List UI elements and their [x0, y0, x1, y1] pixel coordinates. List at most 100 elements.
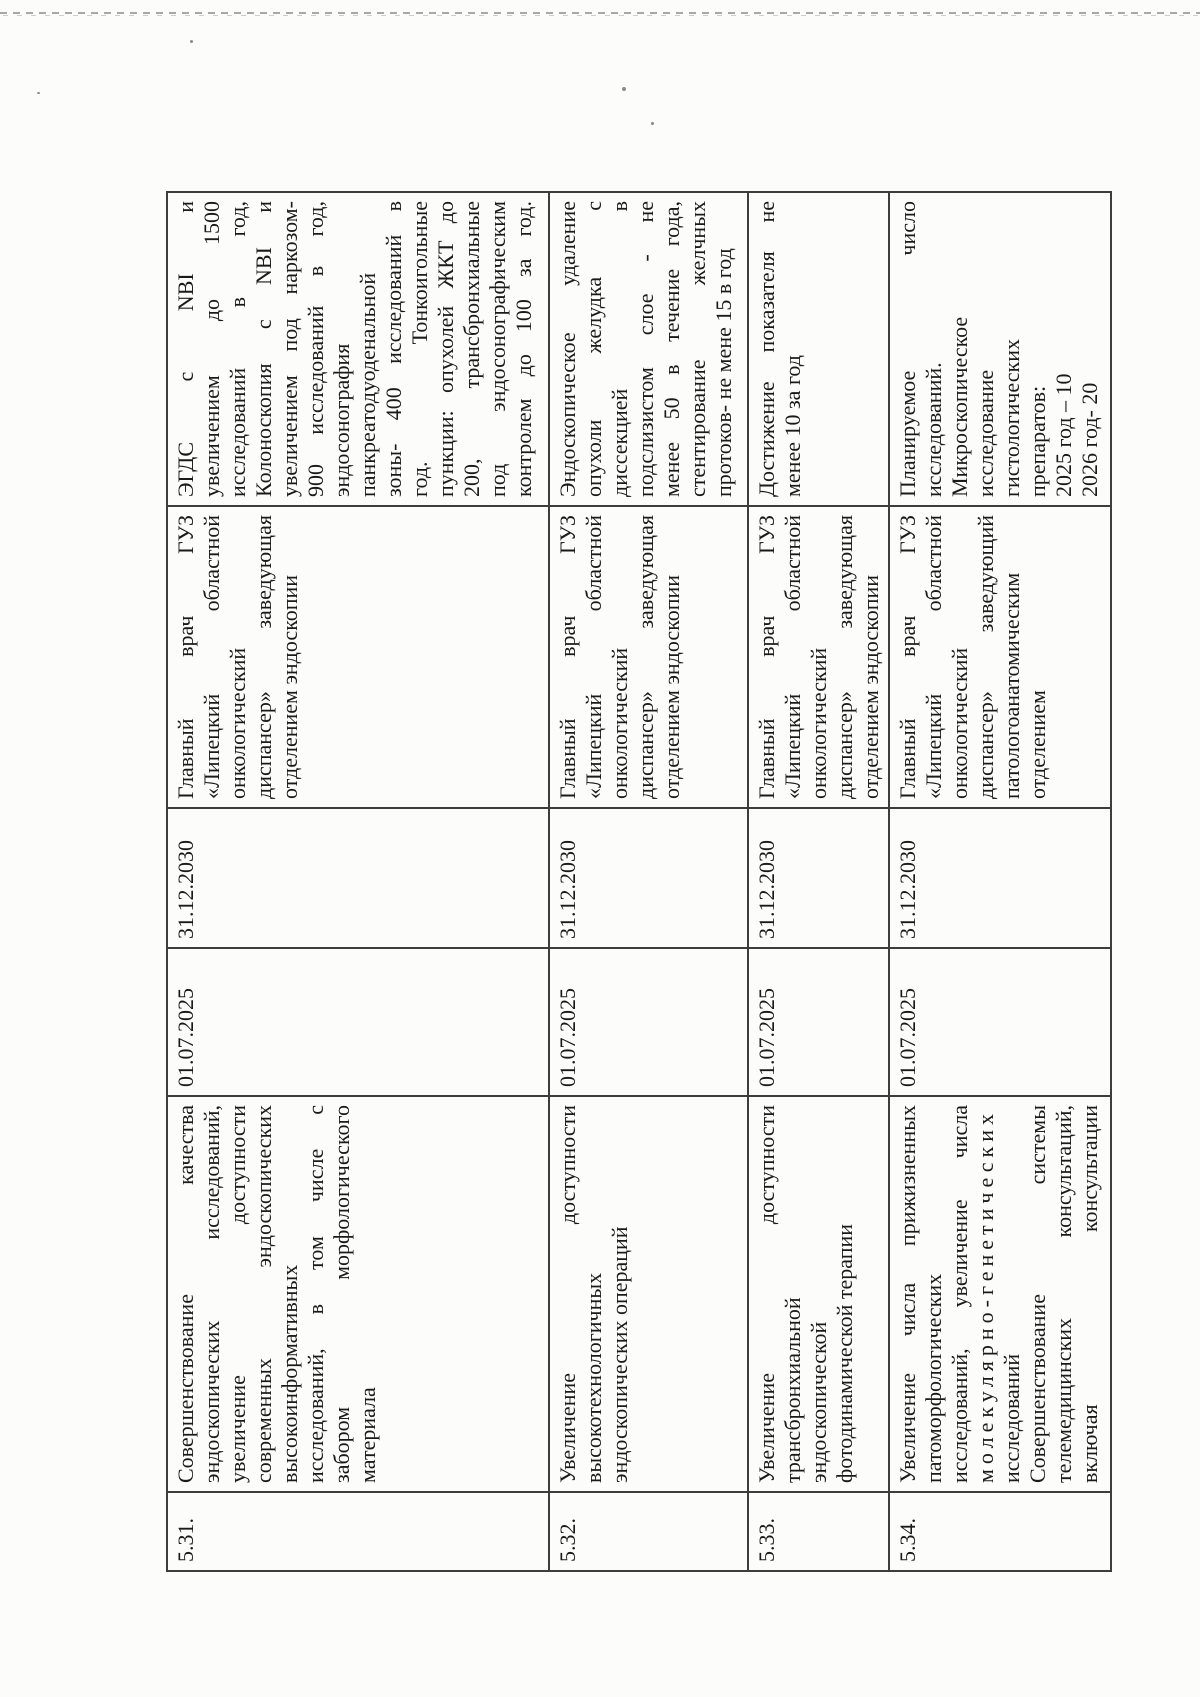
scan-artifact-dashed-line-2: [3, 15, 1200, 16]
responsible-cell: Главный врач ГУЗ «Липецкий областной онкол…: [167, 506, 549, 808]
text-line: «Липецкий областной: [780, 515, 805, 799]
scan-artifact-dashed-line: [0, 12, 1200, 14]
text-line: 200, трансбронхиальные: [459, 201, 484, 497]
responsible-cell: Главный врач ГУЗ «Липецкий областной онкол…: [889, 506, 1111, 808]
text-line: 2025 год – 10: [1051, 373, 1076, 497]
text-line: исследований, увеличение числа: [947, 1105, 972, 1483]
expected-result-cell: Планируемое число исследований. Микроскопи…: [889, 192, 1111, 506]
activity-cell: Совершенствование качества эндоскопически…: [167, 1096, 549, 1492]
start-date-cell: 01.07.2025: [748, 948, 889, 1096]
text-line: высокотехнологичных: [581, 1272, 606, 1483]
activity-cell: Увеличение доступности трансбронхиальной э…: [748, 1096, 889, 1492]
text-line: онкологический: [225, 647, 250, 799]
text-line: опухоли желудка с: [581, 201, 606, 497]
text-line: диспансер» заведующая: [633, 515, 658, 799]
text-line: Колоноскопия с NBI и: [251, 201, 276, 497]
text-line: отделением: [1025, 690, 1050, 799]
row-number-cell: 5.32.: [549, 1492, 748, 1571]
text-line: «Липецкий областной: [921, 515, 946, 799]
text-line: год. Тонкоигольные: [407, 201, 432, 497]
text-line: подслизистом слое - не: [633, 201, 658, 497]
text-line: пункции: опухолей ЖКТ до: [433, 201, 458, 497]
text-line: протоков- не мене 15 в год: [711, 248, 736, 497]
text-line: отделением эндоскопии: [659, 574, 684, 799]
activity-cell: Увеличение числа прижизненных патоморфоло…: [889, 1096, 1111, 1492]
scan-speck: [37, 92, 40, 94]
text-line: стентирование желчных: [685, 201, 710, 497]
text-line: Главный врач ГУЗ: [895, 515, 920, 799]
text-line: менее 10 за год: [780, 355, 805, 497]
text-line: патоморфологических: [921, 1273, 946, 1483]
table-row-5-33: 5.33. Увеличение доступности трансбронхиа…: [748, 192, 889, 1571]
start-date-cell: 01.07.2025: [167, 948, 549, 1096]
text-line: исследований: [999, 1353, 1024, 1483]
text-line: онкологический: [947, 647, 972, 799]
text-line: трансбронхиальной: [780, 1297, 805, 1483]
text-line: включая консультации: [1077, 1105, 1102, 1483]
text-line: диспансер» заведующий: [973, 515, 998, 799]
text-line: под эндосонографическим: [485, 201, 510, 497]
scan-speck: [190, 40, 193, 43]
text-line: молекулярно-генетических: [973, 1108, 998, 1483]
text-line: Совершенствование системы: [1025, 1105, 1050, 1483]
scan-speck: [651, 122, 654, 125]
text-line: «Липецкий областной: [199, 515, 224, 799]
text-line: диссекцией в: [607, 201, 632, 497]
text-line: эндоскопической: [806, 1321, 831, 1483]
end-date-cell: 31.12.2030: [748, 808, 889, 948]
text-line: панкреатодуоденальной: [355, 272, 380, 497]
table-row-5-31: 5.31. Совершенствование качества эндоскоп…: [167, 192, 549, 1571]
text-line: исследований.: [921, 362, 946, 497]
text-line: Увеличение доступности: [555, 1105, 580, 1483]
text-line: диспансер» заведующая: [832, 515, 857, 799]
text-line: высокоинформативных: [277, 1264, 302, 1483]
row-number-cell: 5.31.: [167, 1492, 549, 1571]
text-line: патологоанатомическим: [999, 572, 1024, 799]
text-line: онкологический: [607, 647, 632, 799]
text-line: Совершенствование качества: [173, 1105, 198, 1483]
text-line: увеличением до 1500: [199, 201, 224, 497]
end-date-cell: 31.12.2030: [549, 808, 748, 948]
expected-result-cell: ЭГДС с NBI и увеличением до 1500 исследова…: [167, 192, 549, 506]
text-line: исследование: [973, 369, 998, 497]
text-line: увеличение доступности: [225, 1105, 250, 1483]
text-line: гистологических: [999, 339, 1024, 497]
text-line: 900 исследований в год,: [303, 201, 328, 497]
text-line: препаратов:: [1025, 385, 1050, 497]
scan-speck: [622, 87, 626, 91]
end-date-cell: 31.12.2030: [889, 808, 1111, 948]
table-row-5-32: 5.32. Увеличение доступности высокотехнол…: [549, 192, 748, 1571]
text-line: исследований, в том числе с: [303, 1105, 328, 1483]
text-line: Главный врач ГУЗ: [173, 515, 198, 799]
table-row-5-34: 5.34. Увеличение числа прижизненных патом…: [889, 192, 1111, 1571]
text-line: исследований в год,: [225, 201, 250, 497]
text-line: увеличением под наркозом-: [277, 201, 302, 497]
text-line: эндоскопических операций: [607, 1226, 632, 1483]
text-line: менее 50 в течение года,: [659, 201, 684, 497]
text-line: Достижение показателя не: [754, 201, 779, 497]
table-rotation-container: 5.31. Совершенствование качества эндоскоп…: [166, 192, 1111, 1572]
text-line: Увеличение числа прижизненных: [895, 1105, 920, 1483]
text-line: Главный врач ГУЗ: [754, 515, 779, 799]
activity-cell: Увеличение доступности высокотехнологичны…: [549, 1096, 748, 1492]
responsible-cell: Главный врач ГУЗ «Липецкий областной онкол…: [748, 506, 889, 808]
text-line: зоны- 400 исследований в: [381, 201, 406, 497]
start-date-cell: 01.07.2025: [889, 948, 1111, 1096]
text-line: «Липецкий областной: [581, 515, 606, 799]
text-line: забором морфологического: [329, 1105, 354, 1483]
text-line: контролем до 100 за год.: [511, 201, 536, 497]
text-line: диспансер» заведующая: [251, 515, 276, 799]
text-line: отделением эндоскопии: [277, 574, 302, 799]
text-line: современных эндоскопических: [251, 1105, 276, 1483]
text-line: фотодинамической терапии: [832, 1223, 857, 1483]
text-line: телемедицинских консультаций,: [1051, 1105, 1076, 1483]
responsible-cell: Главный врач ГУЗ «Липецкий областной онкол…: [549, 506, 748, 808]
text-line: Микроскопическое: [947, 316, 972, 497]
text-line: Увеличение доступности: [754, 1105, 779, 1483]
text-line: эндосонография: [329, 343, 354, 497]
text-line: Планируемое число: [895, 201, 920, 497]
text-line: ЭГДС с NBI и: [173, 201, 198, 497]
text-line: 2026 год- 20: [1077, 382, 1102, 497]
text-line: Главный врач ГУЗ: [555, 515, 580, 799]
